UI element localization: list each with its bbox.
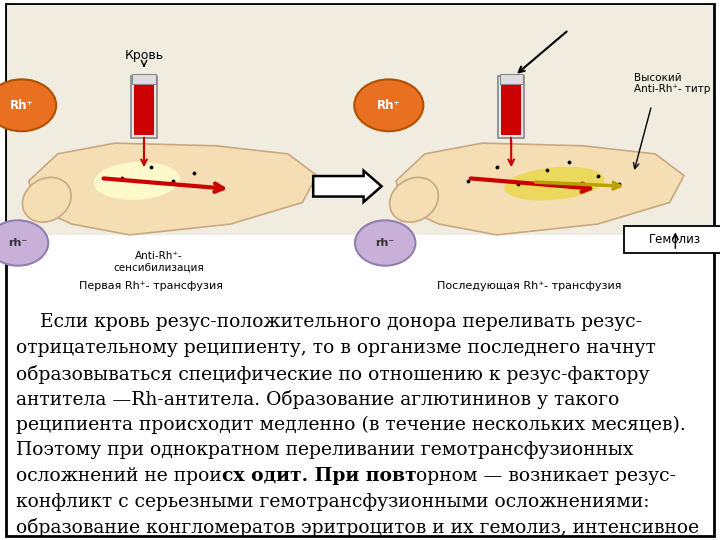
Text: rh⁻: rh⁻ bbox=[376, 238, 395, 248]
Text: Поэтому при однократном переливании гемотрансфузионных: Поэтому при однократном переливании гемо… bbox=[16, 442, 634, 460]
Ellipse shape bbox=[505, 167, 604, 200]
FancyBboxPatch shape bbox=[7, 5, 713, 235]
Circle shape bbox=[0, 220, 48, 266]
FancyBboxPatch shape bbox=[498, 76, 524, 138]
Text: Rh⁺: Rh⁺ bbox=[10, 99, 33, 112]
Ellipse shape bbox=[390, 178, 438, 222]
FancyBboxPatch shape bbox=[132, 74, 156, 84]
Text: Гемолиз: Гемолиз bbox=[649, 233, 701, 246]
Text: Anti-Rh⁺-
сенсибилизация: Anti-Rh⁺- сенсибилизация bbox=[113, 251, 204, 273]
Text: образование конгломератов эритроцитов и их гемолиз, интенсивное: образование конгломератов эритроцитов и … bbox=[16, 518, 699, 537]
Text: отрицательному реципиенту, то в организме последнего начнут: отрицательному реципиенту, то в организм… bbox=[16, 339, 656, 357]
Text: Последующая Rh⁺- трансфузия: Последующая Rh⁺- трансфузия bbox=[437, 281, 621, 291]
Text: Высокий
Anti-Rh⁺- титр: Высокий Anti-Rh⁺- титр bbox=[634, 73, 710, 94]
Text: Кровь: Кровь bbox=[125, 49, 163, 62]
Text: осложнений не прои: осложнений не прои bbox=[16, 467, 222, 485]
Text: образовываться специфические по отношению к резус-фактору: образовываться специфические по отношени… bbox=[16, 364, 649, 383]
Text: Если кровь резус-положительного донора переливать резус-: Если кровь резус-положительного донора п… bbox=[16, 313, 642, 331]
Text: Rh⁺: Rh⁺ bbox=[377, 99, 400, 112]
FancyBboxPatch shape bbox=[501, 84, 521, 135]
FancyBboxPatch shape bbox=[131, 76, 157, 138]
Polygon shape bbox=[396, 143, 684, 235]
Text: реципиента происходит медленно (в течение нескольких месяцев).: реципиента происходит медленно (в течени… bbox=[16, 416, 685, 434]
Text: rh⁻: rh⁻ bbox=[9, 238, 27, 248]
Text: сх одит. При повт: сх одит. При повт bbox=[222, 467, 416, 485]
Text: конфликт с серьезными гемотрансфузионными осложнениями:: конфликт с серьезными гемотрансфузионным… bbox=[16, 493, 649, 511]
Ellipse shape bbox=[22, 178, 71, 222]
Circle shape bbox=[355, 220, 415, 266]
FancyBboxPatch shape bbox=[624, 226, 720, 253]
Ellipse shape bbox=[94, 162, 180, 200]
FancyBboxPatch shape bbox=[500, 74, 523, 84]
Circle shape bbox=[0, 79, 56, 131]
Text: Первая Rh⁺- трансфузия: Первая Rh⁺- трансфузия bbox=[79, 281, 223, 291]
Circle shape bbox=[354, 79, 423, 131]
Text: орном — возникает резус-: орном — возникает резус- bbox=[416, 467, 676, 485]
FancyArrow shape bbox=[313, 171, 382, 202]
Polygon shape bbox=[29, 143, 317, 235]
FancyBboxPatch shape bbox=[134, 84, 154, 135]
Text: антитела —Rh-антитела. Образование аглютининов у такого: антитела —Rh-антитела. Образование аглют… bbox=[16, 390, 619, 409]
